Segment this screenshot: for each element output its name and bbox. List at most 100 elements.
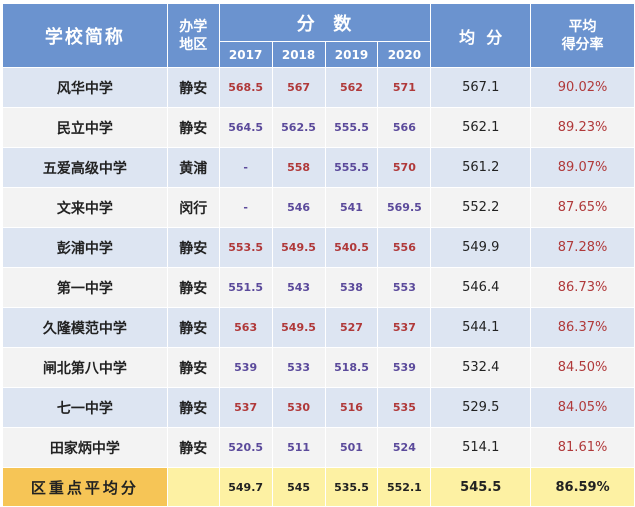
score-2020: 566	[377, 107, 432, 148]
table-row: 闸北第八中学 静安 539 533 518.5 539 532.4 84.50%	[2, 347, 635, 388]
school-name: 彭浦中学	[2, 227, 168, 268]
school-district: 静安	[166, 67, 220, 108]
score-2017: 568.5	[218, 67, 273, 108]
header-year-2017: 2017	[218, 41, 273, 68]
school-name: 田家炳中学	[2, 427, 168, 468]
score-2020: 537	[377, 307, 432, 348]
score-2017: -	[218, 187, 273, 228]
table-row: 久隆模范中学 静安 563 549.5 527 537 544.1 86.37%	[2, 307, 635, 348]
score-2017: 520.5	[218, 427, 273, 468]
school-name: 文来中学	[2, 187, 168, 228]
table-row: 彭浦中学 静安 553.5 549.5 540.5 556 549.9 87.28%	[2, 227, 635, 268]
score-rate: 87.28%	[530, 227, 635, 268]
score-2017: 563	[218, 307, 273, 348]
score-2019: 518.5	[324, 347, 379, 388]
average-score: 549.9	[430, 227, 532, 268]
average-score: 552.2	[430, 187, 532, 228]
school-district: 静安	[166, 267, 220, 308]
footer-score-2019: 535.5	[324, 467, 379, 507]
header-year-2020: 2020	[377, 41, 432, 68]
school-name: 风华中学	[2, 67, 168, 108]
footer-score-2020: 552.1	[377, 467, 432, 507]
score-2020: 571	[377, 67, 432, 108]
score-2017: 553.5	[218, 227, 273, 268]
average-score: 567.1	[430, 67, 532, 108]
score-rate: 86.37%	[530, 307, 635, 348]
school-name: 五爱高级中学	[2, 147, 168, 188]
score-2020: 524	[377, 427, 432, 468]
footer-score-2018: 545	[271, 467, 326, 507]
score-2020: 570	[377, 147, 432, 188]
table-row: 五爱高级中学 黄浦 -558 555.5 570 561.2 89.07%	[2, 147, 635, 188]
score-2017: 539	[218, 347, 273, 388]
score-2017: -	[218, 147, 273, 188]
score-2018: 530	[271, 387, 326, 428]
school-district: 静安	[166, 107, 220, 148]
school-score-table: 学校简称 办学 地区 分 数 均 分 平均 得分率 2017 2018 2019…	[2, 3, 635, 507]
average-score: 532.4	[430, 347, 532, 388]
score-2018: 543	[271, 267, 326, 308]
header-year-2019: 2019	[324, 41, 379, 68]
school-district: 静安	[166, 227, 220, 268]
average-score: 546.4	[430, 267, 532, 308]
score-2020: 556	[377, 227, 432, 268]
footer-rate: 86.59%	[530, 467, 635, 507]
score-2020: 535	[377, 387, 432, 428]
average-score: 562.1	[430, 107, 532, 148]
footer-district-empty	[166, 467, 220, 507]
header-district-line1: 办学	[179, 18, 208, 35]
footer-score-2017: 549.7	[218, 467, 273, 507]
footer-row: 区重点平均分 549.7 545 535.5 552.1 545.5 86.59…	[2, 467, 635, 507]
header-scores: 分 数	[218, 3, 432, 42]
score-2017: 551.5	[218, 267, 273, 308]
school-district: 静安	[166, 387, 220, 428]
score-2020: 539	[377, 347, 432, 388]
score-2019: 562	[324, 67, 379, 108]
score-2018: 558	[271, 147, 326, 188]
table-row: 风华中学 静安 568.5 567 562 571 567.1 90.02%	[2, 67, 635, 108]
table-row: 文来中学 闵行 -546 541 569.5 552.2 87.65%	[2, 187, 635, 228]
header-average: 均 分	[430, 3, 532, 68]
table-row: 第一中学 静安 551.5 543 538 553 546.4 86.73%	[2, 267, 635, 308]
header-school: 学校简称	[2, 3, 168, 68]
table-body: 风华中学 静安 568.5 567 562 571 567.1 90.02% 民立中学 静安 564…	[2, 67, 635, 468]
header-district-line2: 地区	[179, 36, 208, 53]
score-rate: 81.61%	[530, 427, 635, 468]
header-district: 办学 地区	[166, 3, 220, 68]
school-district: 静安	[166, 347, 220, 388]
average-score: 529.5	[430, 387, 532, 428]
header-rate-line2: 得分率	[561, 36, 604, 53]
school-name: 闸北第八中学	[2, 347, 168, 388]
score-rate: 84.50%	[530, 347, 635, 388]
table-row: 民立中学 静安 564.5 562.5 555.5 566 562.1 89.23%	[2, 107, 635, 148]
score-2019: 540.5	[324, 227, 379, 268]
score-2019: 501	[324, 427, 379, 468]
score-2018: 549.5	[271, 307, 326, 348]
score-rate: 89.07%	[530, 147, 635, 188]
average-score: 544.1	[430, 307, 532, 348]
score-rate: 89.23%	[530, 107, 635, 148]
score-rate: 87.65%	[530, 187, 635, 228]
score-rate: 90.02%	[530, 67, 635, 108]
score-2018: 511	[271, 427, 326, 468]
score-rate: 84.05%	[530, 387, 635, 428]
average-score: 514.1	[430, 427, 532, 468]
table-row: 七一中学 静安 537 530 516 535 529.5 84.05%	[2, 387, 635, 428]
header-rate-line1: 平均	[568, 18, 597, 35]
school-name: 七一中学	[2, 387, 168, 428]
score-2019: 541	[324, 187, 379, 228]
table-row: 田家炳中学 静安 520.5 511 501 524 514.1 81.61%	[2, 427, 635, 468]
score-2019: 555.5	[324, 107, 379, 148]
score-2018: 533	[271, 347, 326, 388]
school-district: 静安	[166, 427, 220, 468]
school-name: 第一中学	[2, 267, 168, 308]
score-2019: 527	[324, 307, 379, 348]
school-name: 久隆模范中学	[2, 307, 168, 348]
school-district: 黄浦	[166, 147, 220, 188]
footer-average: 545.5	[430, 467, 532, 507]
score-2018: 567	[271, 67, 326, 108]
school-district: 闵行	[166, 187, 220, 228]
score-2020: 553	[377, 267, 432, 308]
score-rate: 86.73%	[530, 267, 635, 308]
header-year-2018: 2018	[271, 41, 326, 68]
